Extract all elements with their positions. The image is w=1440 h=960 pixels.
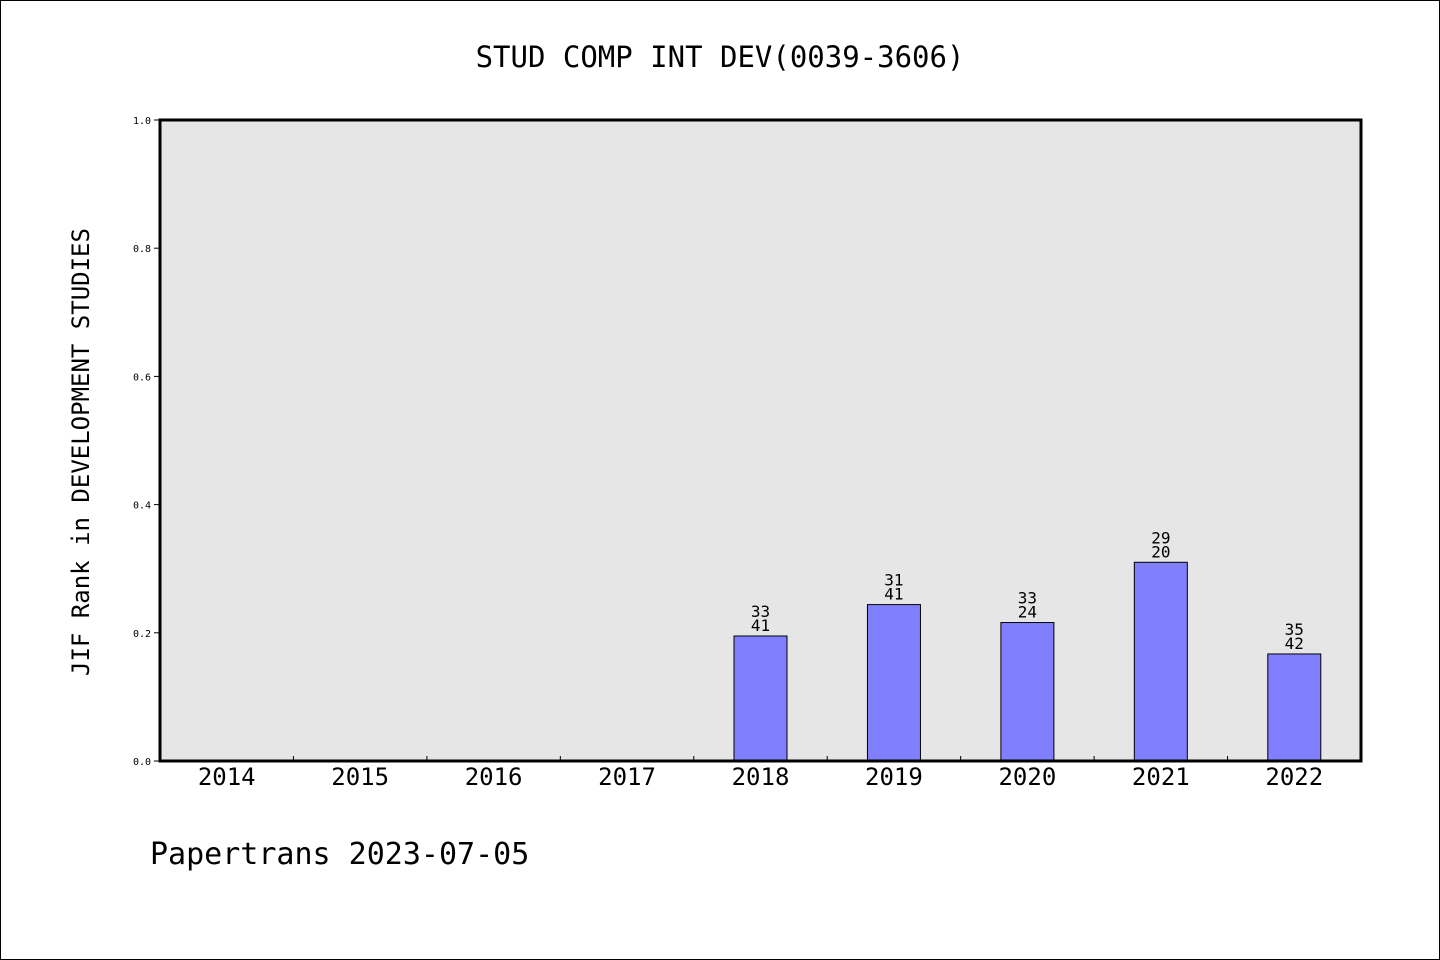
x-axis-ticks: 2014 2015 2016 2017 2018 2019 2020 2021 2022	[198, 756, 1323, 791]
x-tick-label: 2014	[198, 763, 256, 791]
x-tick-label: 2016	[465, 763, 523, 791]
bar-label-bottom: 20	[1151, 542, 1170, 561]
bar-label-bottom: 24	[1018, 603, 1037, 622]
bar-label-top: 35	[1285, 620, 1304, 639]
y-tick-label: 0.6	[133, 372, 151, 383]
y-axis-ticks: 0.0 0.2 0.4 0.6 0.8 1.0	[133, 116, 160, 768]
x-tick-label: 2020	[998, 763, 1056, 791]
y-axis-label: JIF Rank in DEVELOPMENT STUDIES	[67, 228, 95, 676]
x-tick-label: 2019	[865, 763, 923, 791]
y-tick-label: 0.8	[133, 244, 151, 255]
y-tick-label: 0.2	[133, 629, 151, 640]
bar-2021	[1133, 561, 1188, 762]
x-tick-label: 2018	[732, 763, 790, 791]
plot-border	[158, 118, 1363, 763]
bar-label-top: 29	[1151, 528, 1170, 547]
bar-2019	[866, 604, 921, 762]
x-tick-label: 2017	[598, 763, 656, 791]
x-tick-label: 2021	[1132, 763, 1190, 791]
bar-2018	[733, 635, 788, 762]
footer-credit: Papertrans 2023-07-05	[150, 837, 529, 872]
bar-label-bottom: 41	[751, 616, 770, 635]
bar-2020	[1000, 622, 1055, 762]
bar-label-top: 31	[884, 571, 903, 590]
x-tick-label: 2022	[1265, 763, 1323, 791]
bar-label-top: 33	[1018, 589, 1037, 608]
bar-label-bottom: 41	[884, 585, 903, 604]
chart-title: STUD COMP INT DEV(0039-3606)	[476, 40, 965, 74]
bar-label-top: 33	[751, 602, 770, 621]
bar-label-bottom: 42	[1285, 634, 1304, 653]
x-tick-label: 2015	[331, 763, 389, 791]
y-tick-label: 0.4	[133, 501, 151, 512]
y-tick-label: 1.0	[133, 116, 151, 127]
y-tick-label: 0.0	[133, 757, 151, 768]
bar-2022	[1267, 653, 1322, 762]
